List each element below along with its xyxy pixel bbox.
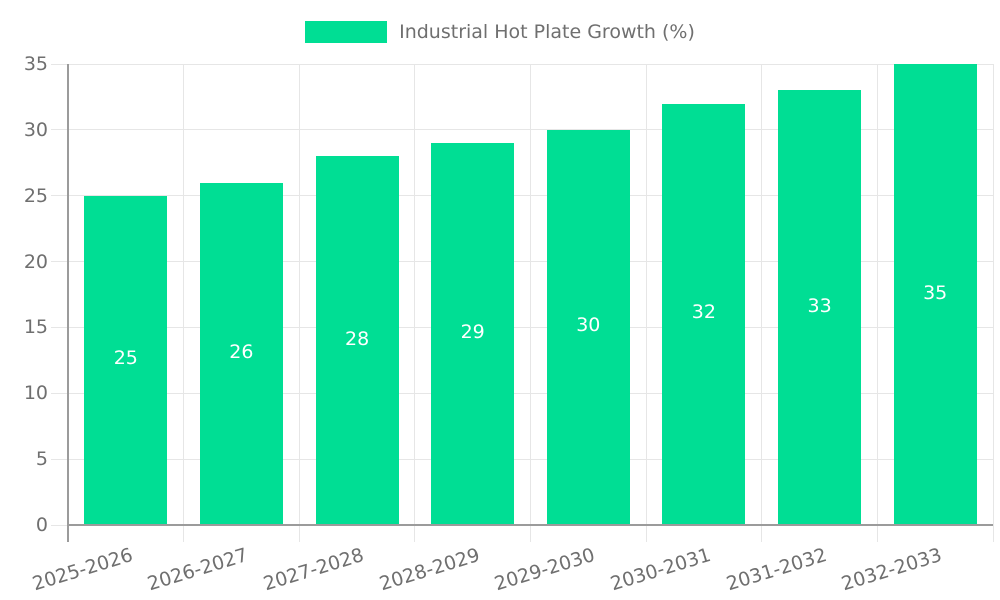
gridline-x-4 bbox=[530, 64, 531, 542]
bar-2028-2029: 29 bbox=[431, 143, 515, 525]
gridline-x-8 bbox=[992, 64, 994, 542]
bar-value-label: 35 bbox=[923, 281, 948, 304]
y-tick-label: 15 bbox=[23, 316, 48, 339]
x-tick-label: 2029-2030 bbox=[492, 544, 598, 596]
x-tick-label: 2027-2028 bbox=[261, 544, 367, 596]
bar-value-label: 26 bbox=[229, 340, 254, 363]
gridline-x-6 bbox=[761, 64, 763, 542]
bar-value-label: 28 bbox=[345, 327, 370, 350]
x-tick-label: 2025-2026 bbox=[29, 544, 136, 596]
gridline-y-5 bbox=[51, 458, 993, 460]
y-axis-line bbox=[67, 64, 69, 542]
x-tick-label: 2032-2033 bbox=[839, 544, 945, 596]
y-tick-label: 0 bbox=[35, 514, 48, 536]
y-tick-label: 10 bbox=[23, 382, 48, 405]
bar-2029-2030: 30 bbox=[546, 129, 630, 525]
gridline-y-30 bbox=[51, 129, 993, 131]
bar-2026-2027: 26 bbox=[199, 182, 283, 525]
y-tick-label: 30 bbox=[23, 118, 48, 141]
y-tick-label: 5 bbox=[35, 448, 48, 471]
gridline-y-15 bbox=[51, 326, 993, 328]
bar-value-label: 30 bbox=[576, 314, 601, 337]
bar-2025-2026: 25 bbox=[84, 195, 168, 525]
y-tick-label: 20 bbox=[23, 250, 48, 273]
bar-2030-2031: 32 bbox=[662, 103, 746, 525]
bar-2027-2028: 28 bbox=[315, 156, 399, 525]
gridline-y-10 bbox=[51, 392, 993, 394]
y-tick-label: 25 bbox=[23, 184, 48, 207]
gridline-x-1 bbox=[183, 64, 185, 542]
bar-2031-2032: 33 bbox=[778, 90, 862, 525]
x-tick-label: 2028-2029 bbox=[376, 544, 483, 596]
chart-legend-item[interactable]: Industrial Hot Plate Growth (%) bbox=[0, 21, 1000, 43]
x-tick-label: 2031-2032 bbox=[723, 544, 830, 596]
x-tick-label: 2030-2031 bbox=[607, 544, 714, 596]
bar-value-label: 25 bbox=[113, 347, 138, 370]
gridline-y-25 bbox=[51, 195, 993, 197]
gridline-x-5 bbox=[645, 64, 647, 542]
gridline-x-2 bbox=[298, 64, 300, 542]
x-axis-line bbox=[68, 524, 993, 526]
legend-swatch bbox=[305, 21, 388, 43]
bar-2032-2033: 35 bbox=[893, 64, 977, 525]
bar-value-label: 32 bbox=[691, 301, 716, 324]
bar-value-label: 33 bbox=[807, 294, 832, 317]
bar-value-label: 29 bbox=[460, 321, 485, 343]
x-tick-label: 2026-2027 bbox=[145, 544, 251, 596]
gridline-x-7 bbox=[876, 64, 878, 542]
gridline-y-20 bbox=[51, 261, 993, 263]
gridline-x-3 bbox=[414, 64, 416, 542]
gridline-y-35 bbox=[51, 63, 993, 65]
legend-label: Industrial Hot Plate Growth (%) bbox=[399, 21, 695, 43]
y-tick-label: 35 bbox=[23, 53, 48, 75]
